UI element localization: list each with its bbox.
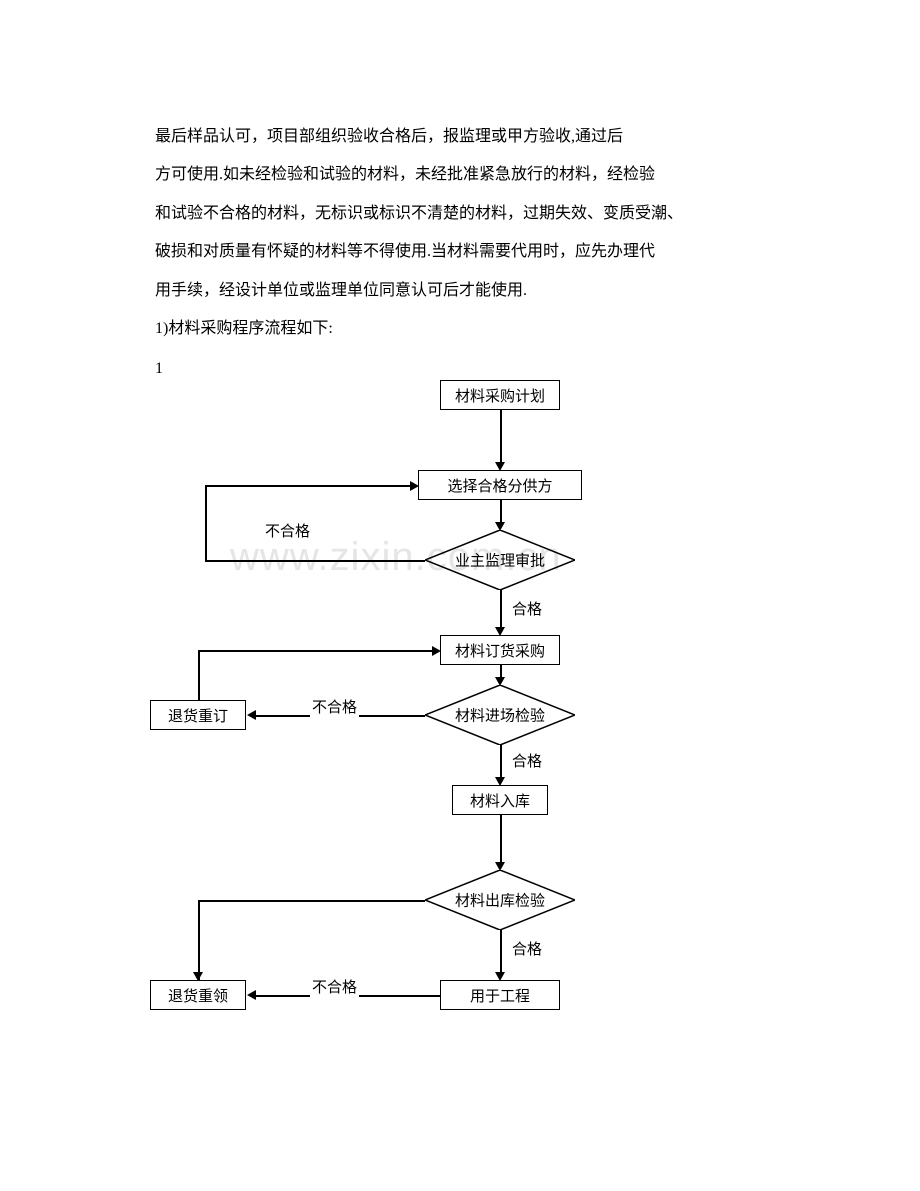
edge-line (205, 485, 207, 561)
edge-line (205, 485, 413, 487)
edge-label-fail: 不合格 (263, 520, 312, 541)
para-line: 1)材料采购程序流程如下: (155, 310, 775, 348)
edge-line (198, 900, 425, 902)
node-supplier: 选择合格分供方 (418, 470, 582, 500)
node-label: 业主监理审批 (455, 550, 545, 571)
para-line: 最后样品认可，项目部组织验收合格后，报监理或甲方验收,通过后 (155, 118, 775, 156)
para-line: 破损和对质量有怀疑的材料等不得使用.当材料需要代用时，应先办理代 (155, 233, 775, 271)
node-label: 材料采购计划 (455, 385, 545, 406)
node-plan: 材料采购计划 (440, 380, 560, 410)
edge-line (500, 815, 502, 865)
edge-line (205, 560, 425, 562)
edge-label-fail: 不合格 (310, 976, 359, 997)
node-use: 用于工程 (440, 980, 560, 1010)
edge-line (198, 650, 435, 652)
node-reorder: 退货重订 (150, 700, 246, 730)
edge-label-pass: 合格 (510, 938, 544, 959)
page-index: 1 (155, 360, 163, 378)
node-label: 材料进场检验 (455, 705, 545, 726)
edge-label-pass: 合格 (510, 598, 544, 619)
node-label: 退货重订 (168, 705, 228, 726)
edge-label-pass: 合格 (510, 750, 544, 771)
node-label: 选择合格分供方 (447, 475, 552, 496)
para-line: 用手续，经设计单位或监理单位同意认可后才能使用. (155, 272, 775, 310)
flowchart: 材料采购计划 选择合格分供方 业主监理审批 不合格 合格 材料订货采购 材料进场… (140, 380, 780, 1080)
arrow-icon (410, 481, 419, 491)
node-label: 退货重领 (168, 985, 228, 1006)
arrow-icon (432, 646, 441, 656)
node-storage: 材料入库 (452, 785, 548, 815)
edge-line (500, 410, 502, 465)
edge-line (500, 930, 502, 975)
edge-line (500, 745, 502, 780)
edge-line (500, 590, 502, 630)
para-line: 方可使用.如未经检验和试验的材料，未经批准紧急放行的材料，经检验 (155, 156, 775, 194)
node-label: 用于工程 (470, 985, 530, 1006)
arrow-icon (247, 990, 256, 1000)
body-text: 最后样品认可，项目部组织验收合格后，报监理或甲方验收,通过后 方可使用.如未经检… (155, 118, 775, 348)
node-rereceive: 退货重领 (150, 980, 246, 1010)
node-label: 材料入库 (470, 790, 530, 811)
node-label: 材料出库检验 (455, 890, 545, 911)
edge-label-fail: 不合格 (310, 696, 359, 717)
node-label: 材料订货采购 (455, 640, 545, 661)
edge-line (198, 900, 200, 980)
arrow-icon (247, 710, 256, 720)
edge-line (198, 650, 200, 700)
para-line: 和试验不合格的材料，无标识或标识不清楚的材料，过期失效、变质受潮、 (155, 195, 775, 233)
node-order: 材料订货采购 (440, 635, 560, 665)
